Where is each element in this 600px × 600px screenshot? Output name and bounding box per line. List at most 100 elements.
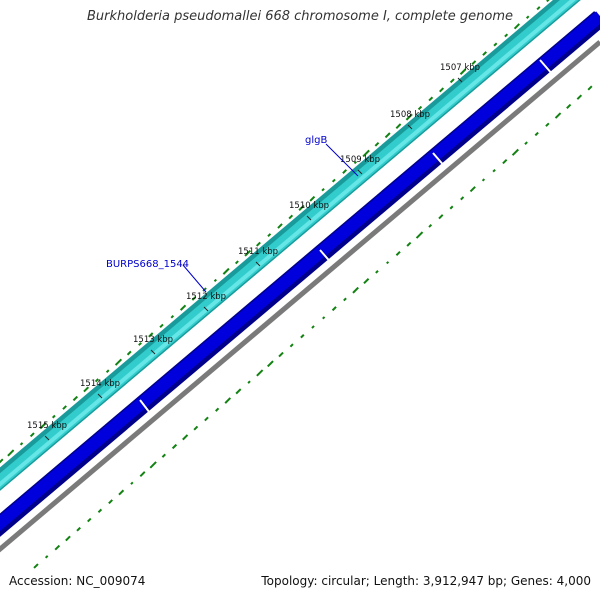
gene-label-leader	[325, 143, 359, 177]
gc-mark	[331, 178, 336, 183]
gc-mark	[406, 241, 412, 247]
gc-content-marks-inner	[33, 85, 593, 569]
gc-mark	[502, 158, 508, 165]
gc-mark	[439, 87, 445, 93]
kbp-tick-label: 1508 kbp	[390, 110, 430, 120]
gc-mark	[54, 544, 61, 551]
gc-mark	[130, 481, 134, 485]
gc-mark	[395, 123, 402, 129]
gc-mark	[513, 23, 520, 30]
gc-mark	[374, 141, 380, 147]
gc-mark	[449, 78, 455, 84]
kbp-ticks: 1507 kbp 1508 kbp 1509 kbp 1510 kbp 1511 kbp…	[27, 63, 480, 441]
gc-mark	[342, 169, 348, 174]
gc-mark	[179, 304, 187, 311]
gc-mark	[267, 233, 272, 238]
gc-mark	[331, 306, 337, 312]
kbp-tick-mark	[44, 435, 50, 441]
gc-mark	[108, 499, 113, 505]
gc-mark	[417, 105, 423, 111]
gc-mark	[298, 204, 305, 211]
reverse-gene-boundary	[319, 249, 334, 266]
gc-mark	[126, 350, 132, 356]
gc-mark	[428, 96, 434, 102]
gene-label-glgB: glgB	[305, 135, 359, 177]
gc-mark	[171, 443, 178, 450]
gc-mark	[72, 395, 79, 402]
gc-mark	[148, 332, 154, 338]
gc-mark	[546, 0, 550, 3]
gene-label-leader	[182, 264, 207, 293]
gc-mark	[309, 195, 316, 202]
gc-mark	[545, 122, 550, 127]
gc-mark	[386, 261, 390, 265]
gc-mark	[352, 286, 359, 294]
gc-mark	[118, 489, 125, 496]
gc-mark	[234, 260, 239, 265]
gc-mark	[534, 131, 539, 137]
gc-mark	[191, 296, 197, 301]
backbone-line	[0, 40, 600, 553]
kbp-tick-label: 1510 kbp	[289, 201, 329, 211]
gc-mark	[29, 432, 35, 438]
gc-mark	[481, 178, 486, 182]
kbp-tick-label: 1515 kbp	[27, 421, 67, 431]
gc-mark	[587, 85, 593, 91]
gene-label-burps668-1544: BURPS668_1544	[106, 259, 207, 293]
forward-gene-boundary	[423, 131, 440, 148]
gc-mark	[405, 113, 413, 121]
gc-mark	[87, 517, 92, 523]
gc-mark	[459, 68, 467, 75]
gc-mark	[247, 380, 251, 384]
kbp-tick-label: 1514 kbp	[80, 379, 120, 389]
gc-mark	[65, 535, 71, 542]
gc-mark	[493, 42, 498, 47]
kbp-tick-mark	[357, 169, 363, 175]
gc-mark	[449, 205, 454, 210]
gc-mark	[289, 343, 294, 348]
gc-mark	[138, 342, 142, 346]
forward-gene-boundary	[532, 39, 549, 56]
gc-mark	[321, 187, 325, 192]
gc-mark	[94, 378, 99, 383]
reverse-strand-track	[0, 11, 600, 537]
gc-mark	[62, 405, 67, 410]
gc-mark	[83, 386, 90, 393]
gc-mark	[204, 416, 209, 422]
gc-mark	[182, 434, 189, 441]
gc-mark	[19, 442, 24, 446]
gc-mark	[193, 425, 199, 431]
gc-mark	[44, 555, 49, 559]
gc-mark	[7, 449, 15, 457]
map-title: Burkholderia pseudomallei 668 chromosome…	[86, 9, 514, 24]
gc-mark	[362, 149, 370, 158]
genome-summary: Topology: circular; Length: 3,912,947 bp…	[261, 574, 591, 588]
gc-mark	[159, 323, 164, 328]
gc-mark	[161, 453, 166, 458]
gc-mark	[504, 33, 509, 38]
kbp-tick-label: 1511 kbp	[238, 247, 278, 257]
kbp-tick-label: 1512 kbp	[186, 292, 226, 302]
reverse-strand-band	[0, 11, 600, 531]
gene-label-text: BURPS668_1544	[106, 259, 189, 270]
gc-mark	[224, 397, 232, 404]
gc-mark	[52, 414, 56, 419]
gc-mark	[343, 297, 347, 302]
kbp-tick-label: 1507 kbp	[440, 63, 480, 73]
reverse-gene-boundary	[432, 152, 447, 169]
gc-mark	[215, 407, 220, 412]
gc-mark	[300, 334, 305, 339]
gc-mark	[288, 214, 294, 220]
gc-mark	[375, 270, 379, 274]
gc-mark	[482, 51, 488, 56]
gc-mark	[170, 315, 175, 319]
kbp-tick-mark	[457, 77, 463, 83]
kbp-tick-mark	[255, 261, 261, 267]
forward-strand-track	[0, 0, 581, 491]
gc-mark	[322, 316, 326, 320]
gc-mark	[428, 224, 433, 228]
gc-mark	[76, 526, 81, 532]
gc-mark	[235, 388, 242, 395]
gc-mark	[363, 278, 370, 285]
